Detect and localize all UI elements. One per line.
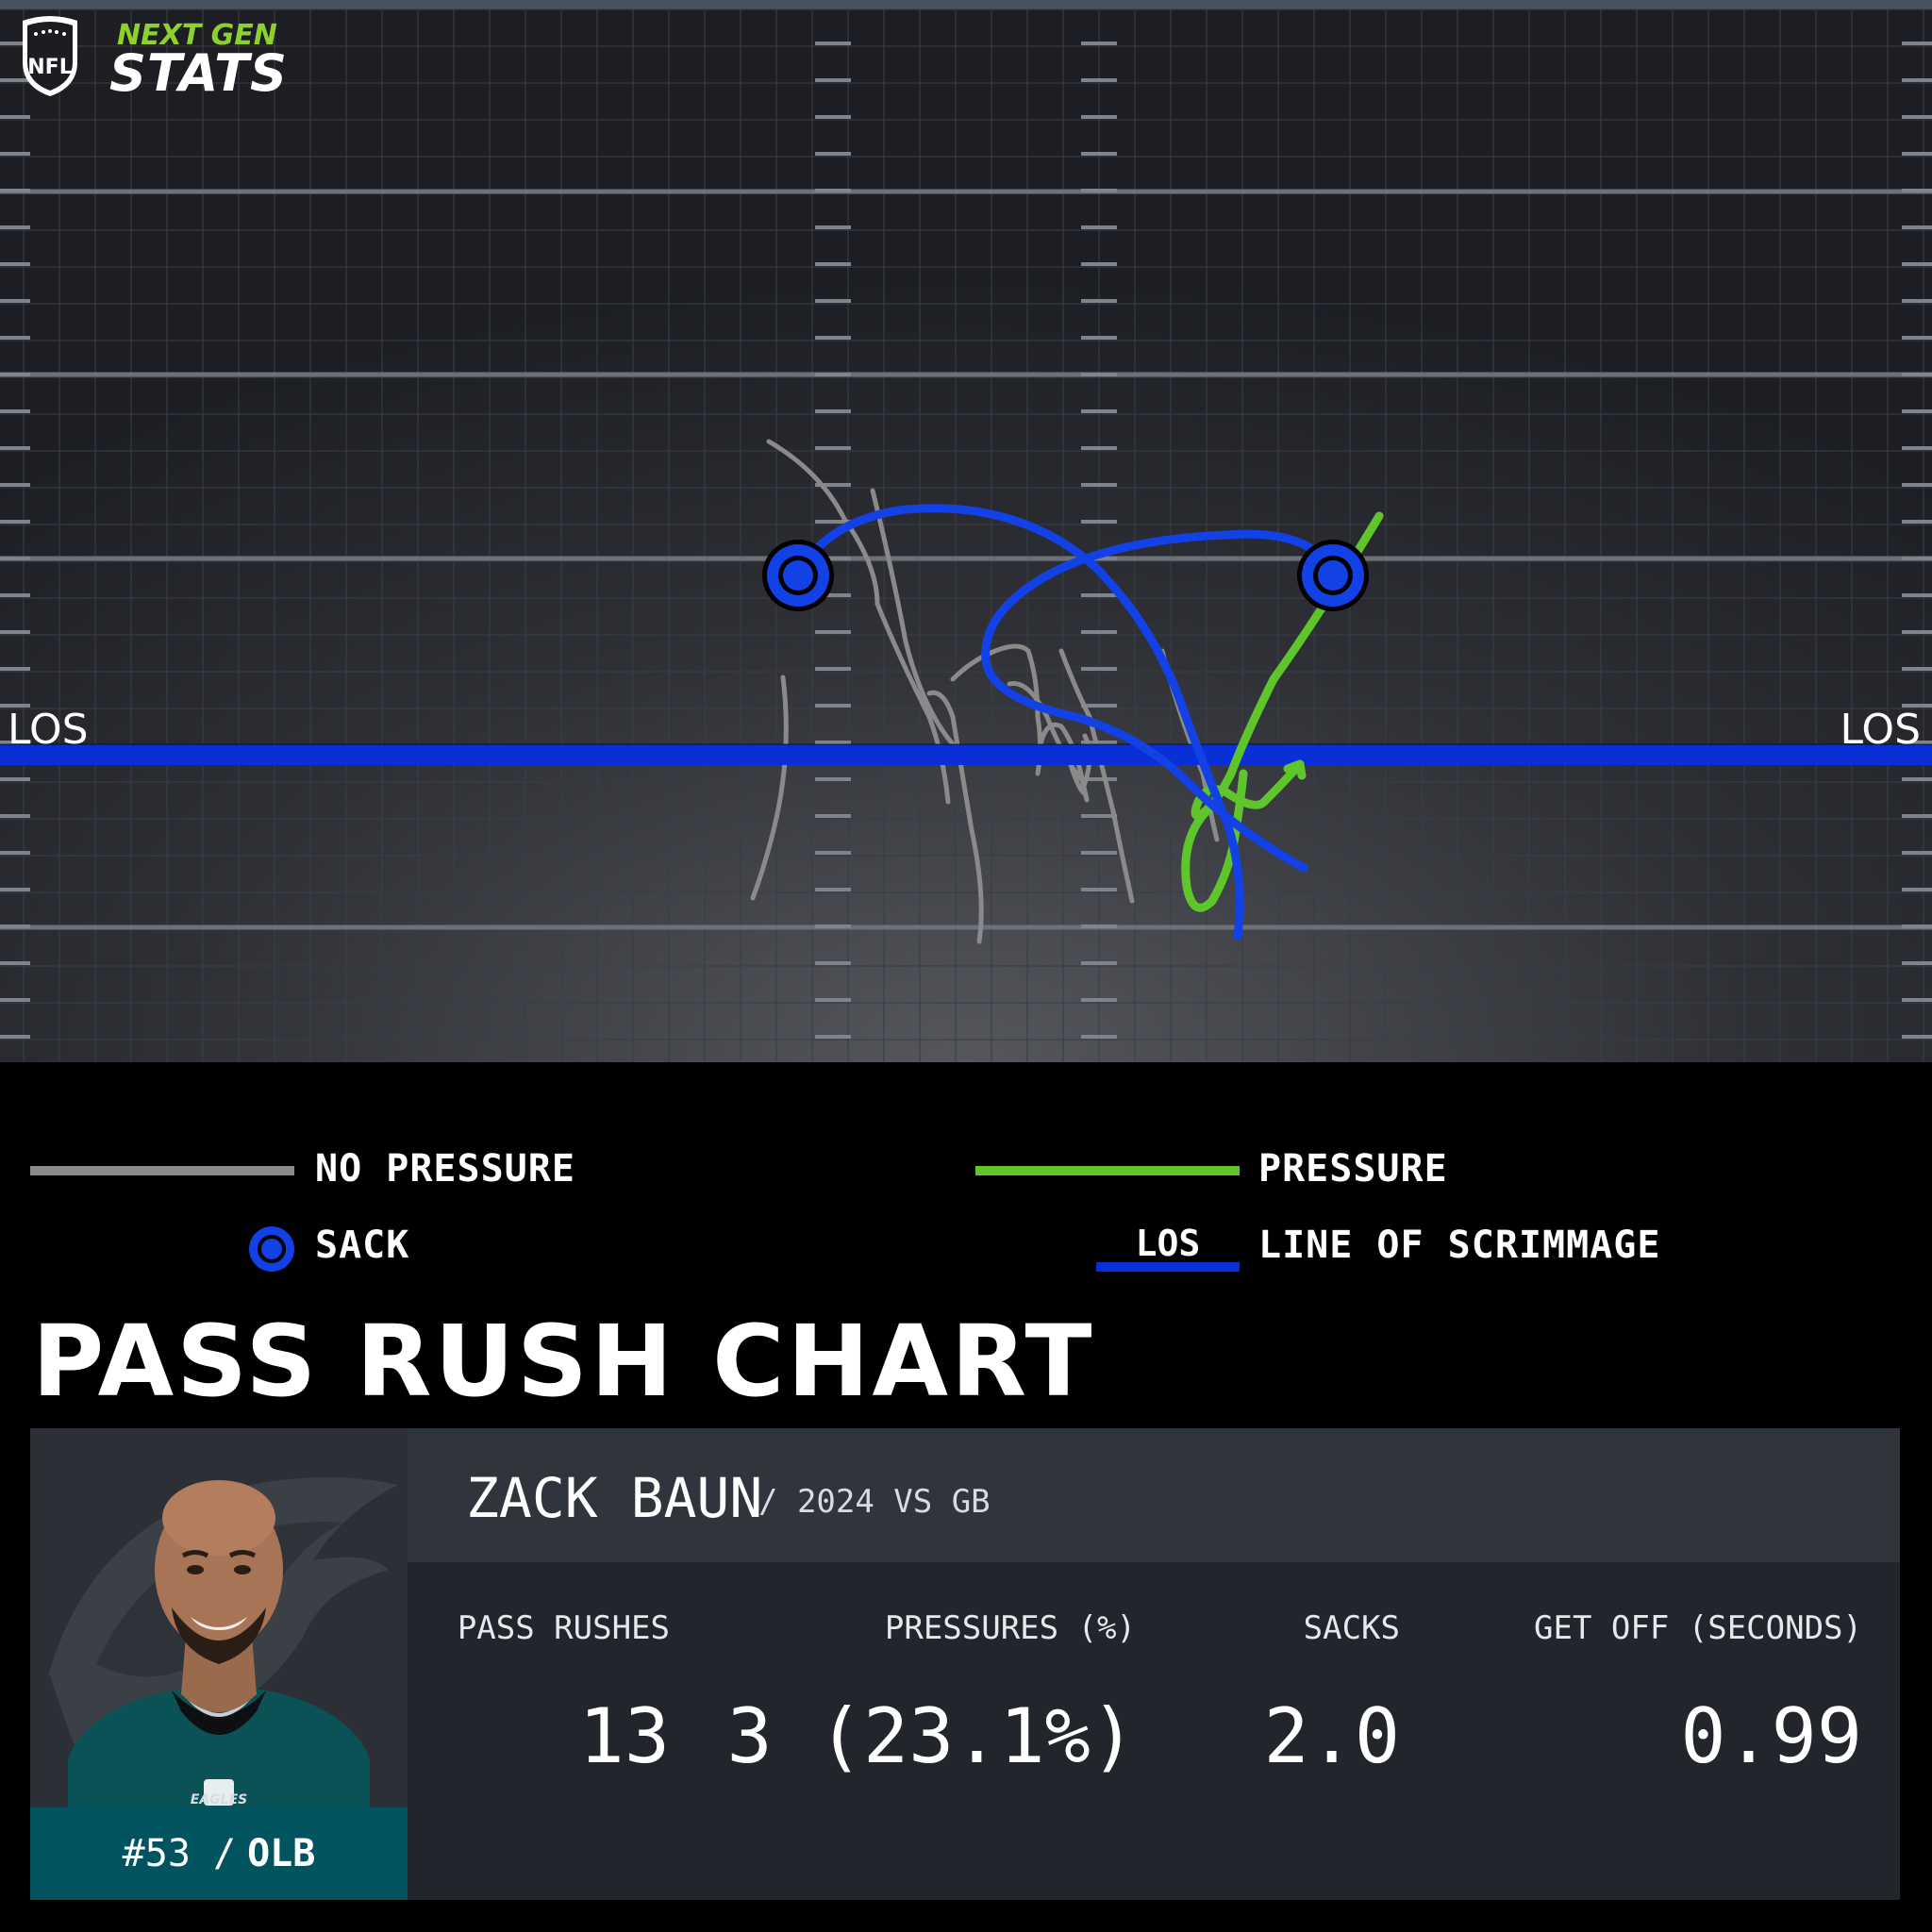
- no-pressure-route: [870, 488, 965, 758]
- sack-icon: [249, 1226, 294, 1272]
- stat-label-get-off: GET OFF (SECONDS): [1534, 1609, 1862, 1647]
- legend-pressure-swatch: [975, 1166, 1240, 1175]
- player-position: OLB: [247, 1832, 316, 1875]
- sack-route: [793, 504, 1244, 941]
- player-header: ZACK BAUN / 2024 VS GB: [408, 1428, 1900, 1562]
- player-card: EAGLES #53 / OLB ZACK BAUN / 2024 VS GB …: [30, 1428, 1900, 1900]
- brand-line1: NEXT GEN: [117, 19, 277, 52]
- nfl-shield-icon: NFL: [23, 16, 77, 96]
- player-photo-panel: EAGLES #53 / OLB: [30, 1428, 408, 1900]
- field-background: [0, 0, 1932, 1062]
- stat-value-pass-rushes: 13: [578, 1692, 670, 1780]
- legend-los-swatch: LOS: [1096, 1223, 1240, 1275]
- los-label-left: LOS: [8, 706, 89, 754]
- next-gen-stats-logo: NFL NEXT GEN STATS: [17, 13, 300, 104]
- player-season-opponent: / 2024 VS GB: [758, 1483, 991, 1521]
- stats-row: PASS RUSHES 13 PRESSURES (%) 3 (23.1%) S…: [408, 1562, 1900, 1900]
- stat-value-sacks: 2.0: [1263, 1692, 1401, 1780]
- chart-title: PASS RUSH CHART: [32, 1304, 1095, 1419]
- los-label-right: LOS: [1840, 706, 1921, 754]
- svg-text:NFL: NFL: [27, 56, 72, 79]
- pass-rush-field: [0, 0, 1932, 1062]
- no-pressure-route: [1058, 648, 1135, 904]
- jersey-shield-icon: [204, 1779, 234, 1806]
- team-wordmark: EAGLES: [191, 1792, 247, 1807]
- legend-los-short: LOS: [1135, 1223, 1201, 1264]
- stat-value-get-off: 0.99: [1680, 1692, 1862, 1780]
- field-top-border: [0, 0, 1932, 9]
- rush-routes-front: [762, 504, 1384, 941]
- stat-label-pass-rushes: PASS RUSHES: [457, 1609, 670, 1647]
- no-pressure-route: [926, 690, 984, 944]
- player-name: ZACK BAUN: [466, 1466, 763, 1530]
- stat-label-sacks: SACKS: [1303, 1609, 1400, 1647]
- jersey-number: #53 /: [122, 1832, 237, 1875]
- sack-route: [981, 529, 1338, 873]
- legend-no-pressure-swatch: [30, 1166, 294, 1175]
- stat-value-pressures: 3 (23.1%): [726, 1692, 1136, 1780]
- no-pressure-route: [750, 675, 789, 901]
- stat-label-pressures: PRESSURES (%): [884, 1609, 1136, 1647]
- brand-line2: STATS: [109, 43, 288, 103]
- sack-marker: [762, 540, 834, 611]
- legend-pressure-label: PRESSURE: [1258, 1147, 1448, 1191]
- sack-marker: [1297, 540, 1369, 611]
- no-pressure-route: [766, 439, 951, 805]
- legend-los-label: LINE OF SCRIMMAGE: [1258, 1224, 1661, 1267]
- legend-no-pressure-label: NO PRESSURE: [315, 1147, 575, 1191]
- jersey-band: #53 / OLB: [30, 1807, 408, 1900]
- player-photo: EAGLES: [49, 1477, 398, 1807]
- legend-sack-label: SACK: [315, 1224, 410, 1267]
- pressure-route: [1181, 511, 1384, 912]
